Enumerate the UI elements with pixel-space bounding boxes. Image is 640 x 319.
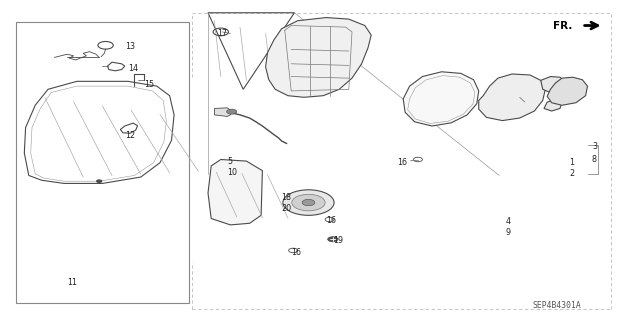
Text: 3: 3 <box>592 142 597 151</box>
Text: FR.: FR. <box>554 20 573 31</box>
Polygon shape <box>544 100 562 111</box>
Polygon shape <box>403 72 479 126</box>
Bar <box>16 22 189 303</box>
Text: 16: 16 <box>326 216 337 225</box>
Polygon shape <box>547 77 588 105</box>
Polygon shape <box>266 18 371 97</box>
Text: 17: 17 <box>218 29 228 38</box>
Polygon shape <box>541 77 564 93</box>
Text: 13: 13 <box>125 42 135 51</box>
Text: 20: 20 <box>282 204 292 213</box>
Polygon shape <box>208 160 262 225</box>
Text: 14: 14 <box>128 64 138 73</box>
Text: 1: 1 <box>570 158 575 167</box>
Circle shape <box>328 237 338 242</box>
Text: 5: 5 <box>227 157 232 166</box>
Text: 19: 19 <box>333 236 343 245</box>
Text: 12: 12 <box>125 131 135 140</box>
Text: 4: 4 <box>506 217 511 226</box>
Circle shape <box>283 190 334 215</box>
Polygon shape <box>479 74 545 121</box>
Text: 10: 10 <box>227 168 237 177</box>
Text: 18: 18 <box>282 193 292 202</box>
Polygon shape <box>214 108 230 116</box>
Text: 9: 9 <box>506 228 511 237</box>
Circle shape <box>302 199 315 206</box>
Text: 16: 16 <box>291 248 301 256</box>
Circle shape <box>292 194 325 211</box>
Text: SEP4B4301A: SEP4B4301A <box>532 301 581 310</box>
Text: 11: 11 <box>67 278 77 287</box>
Text: 8: 8 <box>592 155 597 164</box>
Text: 16: 16 <box>397 158 407 167</box>
Text: 2: 2 <box>570 169 575 178</box>
Circle shape <box>97 180 102 182</box>
Text: 15: 15 <box>144 80 154 89</box>
Circle shape <box>227 109 237 114</box>
